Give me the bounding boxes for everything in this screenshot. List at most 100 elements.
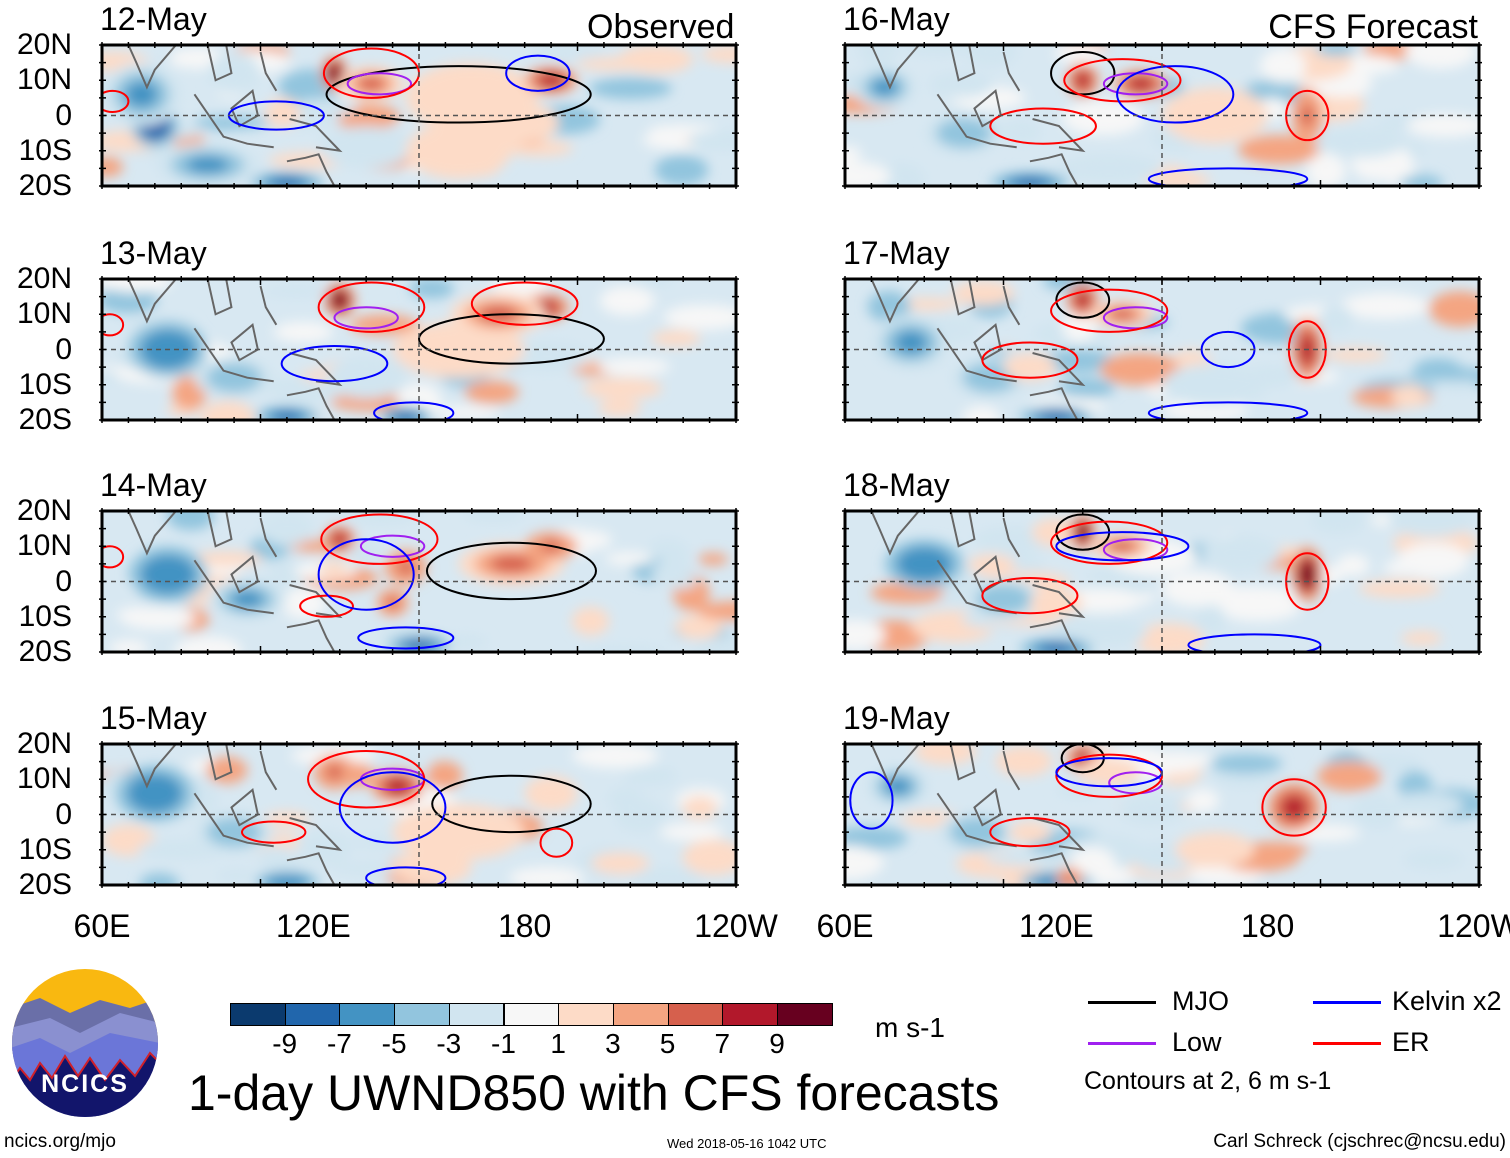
anomaly-speckle [682,839,736,876]
wind-anomaly [231,590,264,608]
forecast-label: CFS Forecast [1268,8,1478,46]
anomaly-speckle [623,765,677,787]
anomaly-speckle [614,798,666,833]
anomaly-speckle [1161,571,1235,607]
er-contour [981,341,1079,379]
anomaly-speckle [102,279,173,293]
wind-anomaly [1175,832,1255,868]
er-contour [320,513,439,565]
anomaly-speckle [1310,511,1367,535]
colorbar-swatch [503,1003,560,1026]
footer-timestamp: Wed 2018-05-16 1042 UTC [667,1136,827,1151]
wind-anomaly [1109,540,1136,552]
colorbar-swatch [230,1003,286,1026]
anomaly-speckle [1318,305,1355,332]
anomaly-speckle [1260,48,1306,84]
panel-date: 16-May [843,1,950,37]
anomaly-speckle [442,634,489,650]
colorbar-swatch [284,1003,341,1026]
kelvin-legend-line [1313,1001,1381,1004]
wind-anomaly [1041,412,1072,420]
wind-anomaly [1056,154,1162,183]
anomaly-speckle [697,553,729,566]
coastline [127,279,343,420]
anomaly-speckle [589,77,673,100]
wind-anomaly [1029,588,1083,617]
lat-label: 20N [16,494,72,527]
anomaly-speckle [1241,841,1310,857]
anomaly-speckle [1386,792,1464,819]
er-contour [989,817,1071,848]
mjo-contour [1050,51,1116,96]
wind-anomaly [1283,797,1305,818]
wind-anomaly [152,563,184,586]
anomaly-speckle [166,511,215,531]
anomaly-speckle [1388,511,1474,538]
anomaly-speckle [1391,384,1427,408]
lat-label: 20S [18,169,72,202]
wind-anomaly [395,412,417,420]
anomaly-speckle [174,636,243,652]
footer-url[interactable]: ncics.org/mjo [4,1131,116,1152]
anomaly-speckle [206,756,248,784]
low-contour [346,72,413,96]
low-legend-label: Low [1172,1027,1222,1057]
wind-anomaly [1003,353,1057,382]
anomaly-speckle [984,851,1069,867]
wind-anomaly [397,560,415,575]
anomaly-speckle [350,314,419,336]
wind-anomaly [274,877,300,885]
anomaly-speckle [620,279,674,288]
anomaly-speckle [700,45,736,64]
lat-label: 0 [55,332,72,366]
coastline [127,45,343,186]
wind-anomaly [260,511,314,547]
anomaly-speckle [692,638,736,652]
mjo-contour [418,313,605,365]
anomaly-speckle [261,284,333,298]
kelvin-contour [1187,633,1322,652]
panel-date: 19-May [843,700,950,736]
anomaly-speckle [599,285,655,316]
colorbar-swatch [722,1003,778,1026]
colorbar-tick-label: -1 [491,1028,516,1059]
anomaly-speckle [1099,352,1180,386]
colorbar-units: m s-1 [875,1012,945,1043]
panel-date: 12-May [100,1,207,37]
anomaly-speckle [193,115,269,130]
anomaly-speckle [1315,45,1356,56]
er-contour [470,281,579,326]
wind-anomaly [186,156,229,174]
wind-anomaly [1008,821,1052,843]
colorbar-tick-label: -5 [381,1028,407,1059]
anomaly-speckle [102,287,158,314]
anomaly-speckle [1414,358,1463,380]
coastline [127,744,343,885]
lat-label: 20S [18,868,72,901]
er-contour [241,820,307,844]
map-panel [99,276,739,423]
anomaly-speckle [654,154,709,186]
lon-label: 180 [1240,908,1295,944]
anomaly-speckle [1428,291,1479,328]
wind-anomaly [218,369,250,387]
lat-label: 10N [16,762,72,796]
anomaly-speckle [1359,579,1441,598]
anomaly-speckle [330,392,416,412]
anomaly-speckle [1402,850,1465,870]
er-contour [317,281,426,333]
anomaly-speckle [102,156,124,178]
lat-label: 0 [55,797,72,831]
anomaly-speckle [952,280,1015,306]
anomaly-speckle [257,845,296,872]
anomaly-speckle [1156,750,1202,774]
map-panel [842,741,1482,888]
lon-label: 120W [1437,908,1510,944]
anomaly-speckle [674,614,723,639]
colorbar-swatch [339,1003,396,1026]
wind-anomaly [1162,363,1268,406]
panel-date: 17-May [843,235,950,271]
kelvin-contour [849,771,894,830]
kelvin-contour [1055,531,1190,562]
anomaly-speckle [425,761,463,790]
